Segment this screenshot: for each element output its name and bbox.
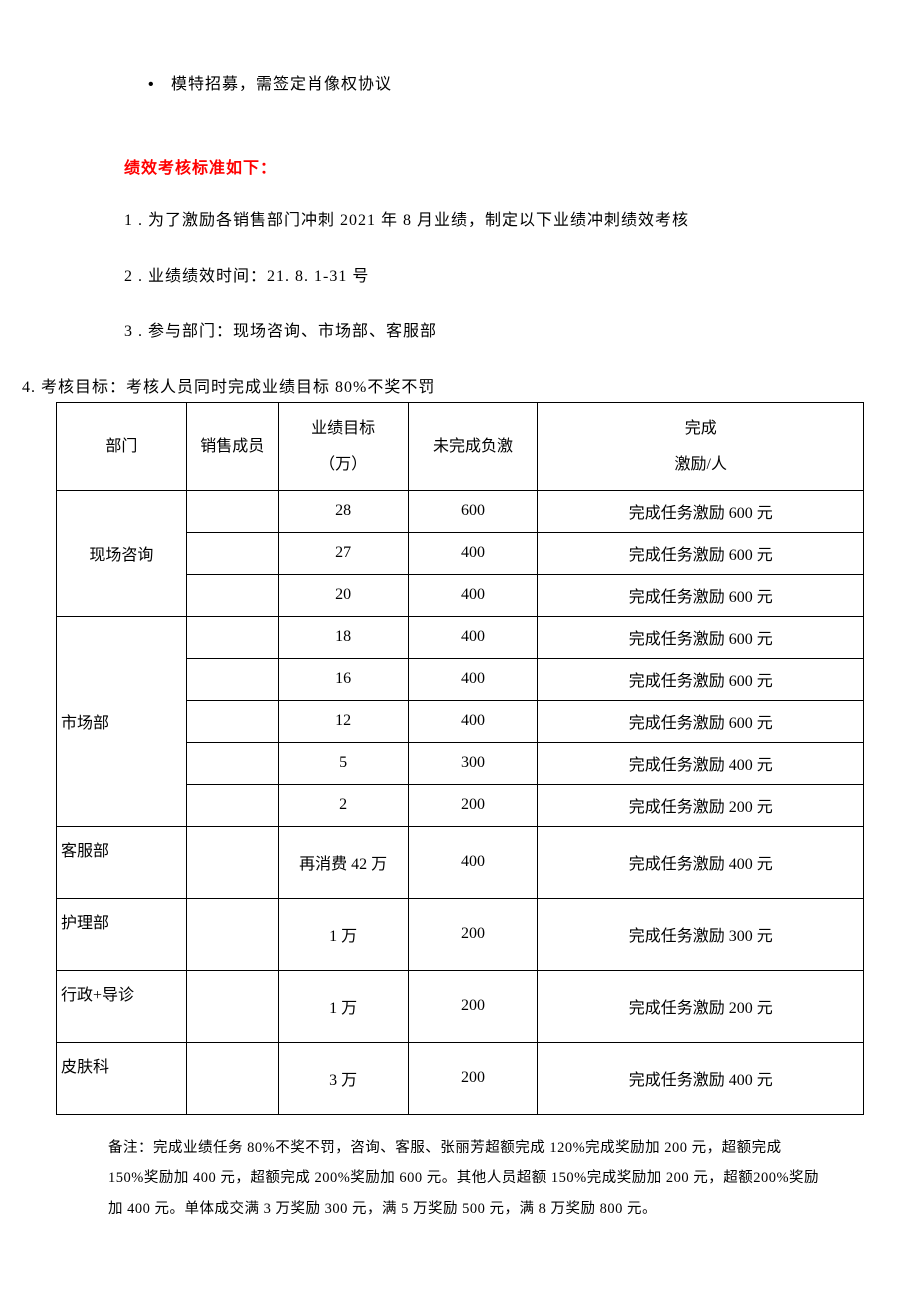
header-reward-l1: 完成 — [685, 420, 717, 437]
bullet-text: 模特招募，需签定肖像权协议 — [171, 76, 392, 93]
reward-cell: 完成任务激励 200 元 — [538, 784, 864, 826]
table-header-row: 部门 销售成员 业绩目标 （万） 未完成负激 完成 激励/人 — [57, 403, 864, 490]
member-cell — [186, 970, 278, 1042]
header-dept: 部门 — [57, 403, 187, 490]
penalty-cell: 400 — [408, 658, 538, 700]
member-cell — [186, 1042, 278, 1114]
member-cell — [186, 532, 278, 574]
penalty-cell: 200 — [408, 898, 538, 970]
section-header: 绩效考核标准如下： — [108, 154, 812, 178]
reward-cell: 完成任务激励 600 元 — [538, 490, 864, 532]
reward-cell: 完成任务激励 600 元 — [538, 700, 864, 742]
target-cell: 2 — [278, 784, 408, 826]
dept-cell: 客服部 — [57, 826, 187, 898]
reward-cell: 完成任务激励 600 元 — [538, 616, 864, 658]
header-target-l2: （万） — [319, 456, 367, 473]
table-row: 现场咨询28600完成任务激励 600 元 — [57, 490, 864, 532]
performance-table: 部门 销售成员 业绩目标 （万） 未完成负激 完成 激励/人 现场咨询28600… — [56, 402, 864, 1114]
member-cell — [186, 784, 278, 826]
dept-cell: 行政+导诊 — [57, 970, 187, 1042]
member-cell — [186, 658, 278, 700]
reward-cell: 完成任务激励 300 元 — [538, 898, 864, 970]
reward-cell: 完成任务激励 200 元 — [538, 970, 864, 1042]
dept-cell: 护理部 — [57, 898, 187, 970]
table-row: 客服部 再消费 42 万400完成任务激励 400 元 — [57, 826, 864, 898]
table-row: 皮肤科 3 万200完成任务激励 400 元 — [57, 1042, 864, 1114]
target-cell: 1 万 — [278, 970, 408, 1042]
list-line-2: 2 . 业绩绩效时间：21. 8. 1-31 号 — [108, 264, 812, 290]
penalty-cell: 600 — [408, 490, 538, 532]
member-cell — [186, 700, 278, 742]
table-row: 护理部 1 万200完成任务激励 300 元 — [57, 898, 864, 970]
penalty-cell: 400 — [408, 700, 538, 742]
penalty-cell: 400 — [408, 616, 538, 658]
penalty-cell: 200 — [408, 784, 538, 826]
member-cell — [186, 826, 278, 898]
target-cell: 再消费 42 万 — [278, 826, 408, 898]
bullet-item: • 模特招募，需签定肖像权协议 — [108, 70, 812, 94]
bullet-icon: • — [148, 76, 166, 94]
target-cell: 3 万 — [278, 1042, 408, 1114]
reward-cell: 完成任务激励 600 元 — [538, 532, 864, 574]
header-target: 业绩目标 （万） — [278, 403, 408, 490]
penalty-cell: 200 — [408, 970, 538, 1042]
dept-cell: 市场部 — [57, 616, 187, 826]
table-row: 行政+导诊 1 万200完成任务激励 200 元 — [57, 970, 864, 1042]
footnote-text: 备注：完成业绩任务 80%不奖不罚，咨询、客服、张丽芳超额完成 120%完成奖励… — [0, 1133, 920, 1224]
reward-cell: 完成任务激励 400 元 — [538, 826, 864, 898]
target-cell: 1 万 — [278, 898, 408, 970]
header-reward: 完成 激励/人 — [538, 403, 864, 490]
member-cell — [186, 742, 278, 784]
target-cell: 12 — [278, 700, 408, 742]
reward-cell: 完成任务激励 600 元 — [538, 658, 864, 700]
dept-cell: 现场咨询 — [57, 490, 187, 616]
target-cell: 5 — [278, 742, 408, 784]
penalty-cell: 200 — [408, 1042, 538, 1114]
header-reward-l2: 激励/人 — [675, 456, 727, 473]
member-cell — [186, 898, 278, 970]
target-cell: 18 — [278, 616, 408, 658]
dept-cell: 皮肤科 — [57, 1042, 187, 1114]
header-member: 销售成员 — [186, 403, 278, 490]
target-cell: 28 — [278, 490, 408, 532]
list-line-1: 1 . 为了激励各销售部门冲刺 2021 年 8 月业绩，制定以下业绩冲刺绩效考… — [108, 208, 812, 234]
reward-cell: 完成任务激励 600 元 — [538, 574, 864, 616]
target-cell: 16 — [278, 658, 408, 700]
target-cell: 20 — [278, 574, 408, 616]
reward-cell: 完成任务激励 400 元 — [538, 742, 864, 784]
penalty-cell: 400 — [408, 826, 538, 898]
penalty-cell: 300 — [408, 742, 538, 784]
target-cell: 27 — [278, 532, 408, 574]
table-row: 市场部18400完成任务激励 600 元 — [57, 616, 864, 658]
header-penalty: 未完成负激 — [408, 403, 538, 490]
penalty-cell: 400 — [408, 574, 538, 616]
list-line-3: 3 . 参与部门：现场咨询、市场部、客服部 — [108, 319, 812, 345]
member-cell — [186, 574, 278, 616]
header-target-l1: 业绩目标 — [311, 420, 375, 437]
penalty-cell: 400 — [408, 532, 538, 574]
member-cell — [186, 490, 278, 532]
member-cell — [186, 616, 278, 658]
list-line-4: 4. 考核目标：考核人员同时完成业绩目标 80%不奖不罚 — [0, 375, 920, 401]
reward-cell: 完成任务激励 400 元 — [538, 1042, 864, 1114]
